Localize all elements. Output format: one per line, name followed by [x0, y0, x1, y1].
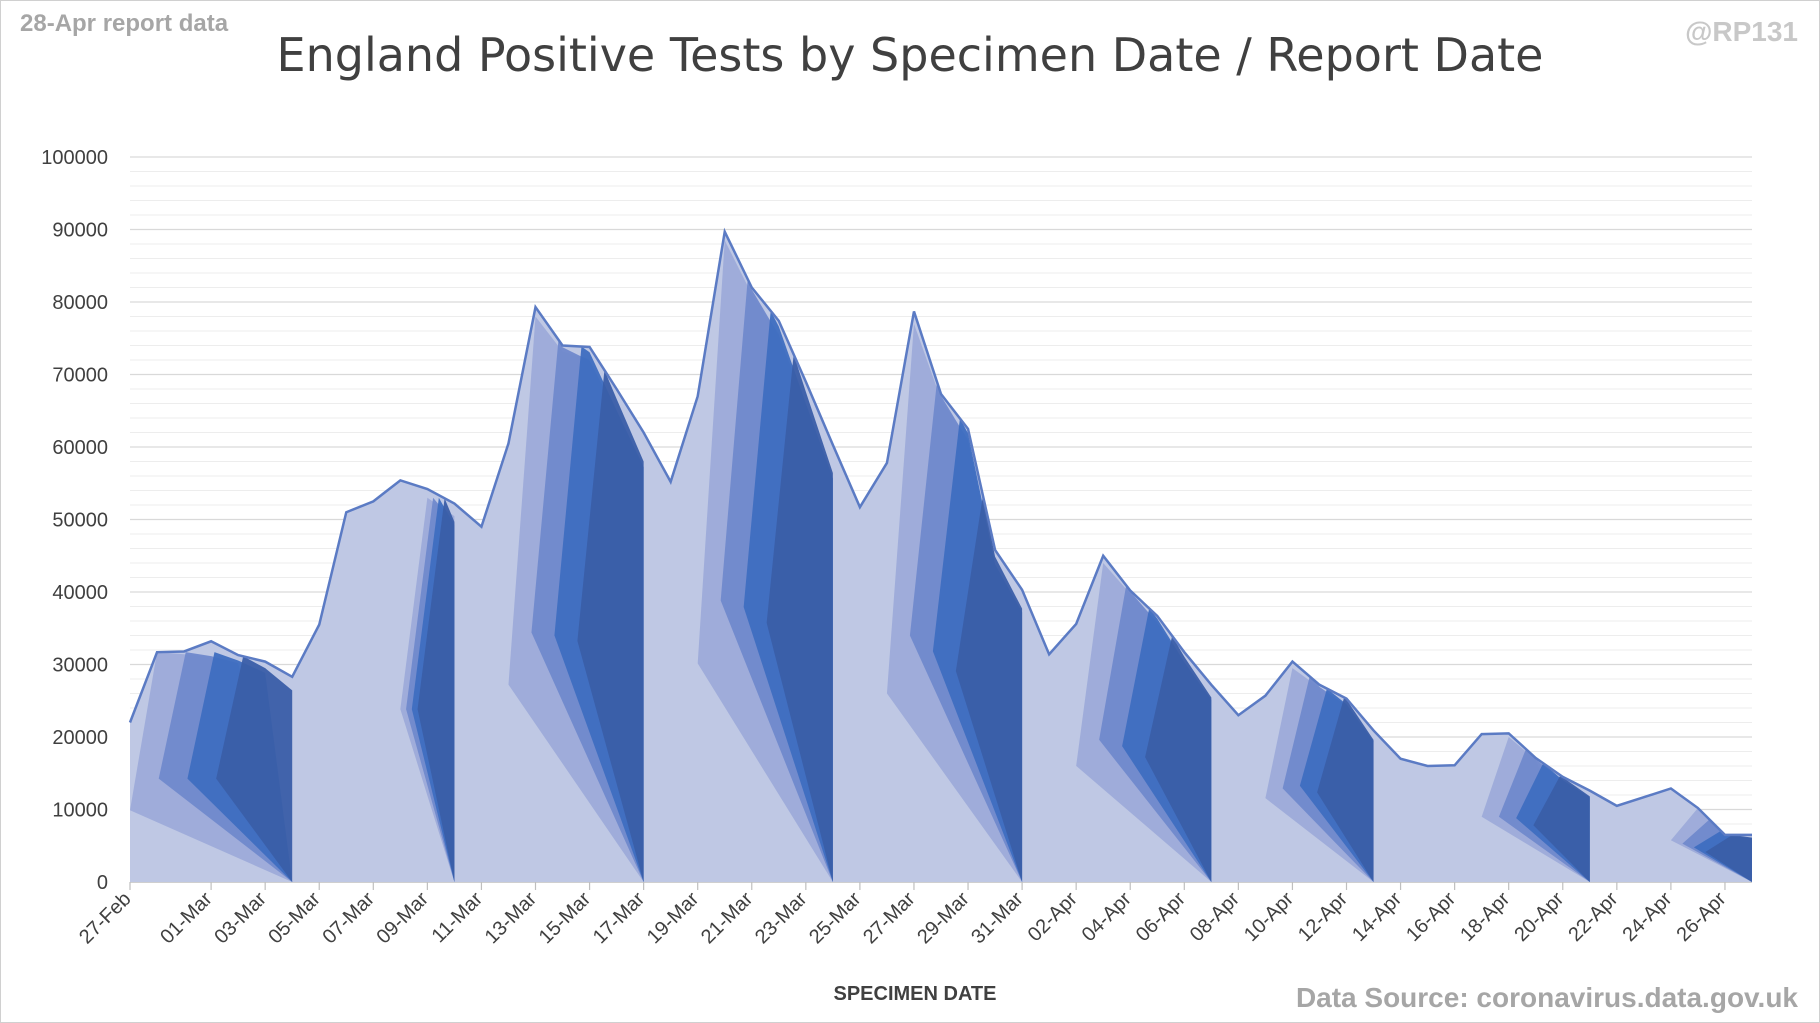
y-tick-label: 0 [97, 872, 108, 894]
report-band [577, 370, 644, 882]
x-tick-label: 12-Apr [1294, 888, 1352, 946]
y-tick-label: 60000 [52, 437, 108, 459]
x-tick-label: 13-Mar [481, 888, 542, 949]
x-tick-label: 05-Mar [264, 888, 325, 949]
x-tick-label: 09-Mar [373, 888, 434, 949]
author-handle: @RP131 [1685, 16, 1798, 47]
x-tick-label: 10-Apr [1240, 888, 1298, 946]
x-tick-label: 01-Mar [156, 888, 217, 949]
data-source: Data Source: coronavirus.data.gov.uk [1295, 982, 1798, 1013]
report-band [1705, 834, 1752, 882]
x-tick-label: 21-Mar [697, 888, 758, 949]
area-bands [130, 231, 1752, 883]
x-tick-label: 27-Mar [859, 888, 920, 949]
x-tick-label: 23-Mar [751, 888, 812, 949]
x-tick-label: 07-Mar [318, 888, 379, 949]
x-tick-label: 03-Mar [210, 888, 271, 949]
x-tick-label: 15-Mar [535, 888, 596, 949]
x-tick-label: 06-Apr [1132, 888, 1190, 946]
y-tick-label: 50000 [52, 510, 108, 532]
y-tick-label: 10000 [52, 800, 108, 822]
x-axis-label: SPECIMEN DATE [834, 983, 997, 1005]
report-band [417, 498, 455, 882]
x-tick-label: 04-Apr [1078, 888, 1136, 946]
x-tick-label: 24-Apr [1618, 888, 1676, 946]
x-tick-label: 14-Apr [1348, 888, 1406, 946]
report-note: 28-Apr report data [20, 10, 229, 37]
x-tick-label: 26-Apr [1672, 888, 1730, 946]
report-band [216, 656, 293, 882]
y-axis-tick-labels: 0 10000 20000 30000 40000 50000 60000 70000 8000… [41, 147, 108, 894]
total-line [128, 227, 1752, 837]
x-tick-label: 31-Mar [967, 888, 1028, 949]
x-tick-label: 08-Apr [1186, 888, 1244, 946]
x-tick-label: 17-Mar [589, 888, 650, 949]
report-band [766, 354, 833, 883]
report-band [955, 495, 1023, 882]
x-tick-label: 29-Mar [913, 888, 974, 949]
y-tick-label: 100000 [41, 147, 108, 169]
x-tick-label: 16-Apr [1402, 888, 1460, 946]
y-tick-label: 70000 [52, 365, 108, 387]
x-tick-label: 19-Mar [643, 888, 704, 949]
y-tick-label: 40000 [52, 582, 108, 604]
x-axis-tick-labels: 27-Feb 01-Mar03-Mar05-Mar07-Mar09-Mar11-M… [75, 882, 1731, 948]
x-tick-label: 18-Apr [1456, 888, 1514, 946]
x-tick-label: 11-Mar [428, 888, 488, 948]
x-tick-label: 20-Apr [1510, 888, 1568, 946]
x-tick-label: 27-Feb [75, 888, 135, 948]
total-outline [128, 227, 1752, 837]
x-tick-label: 25-Mar [805, 888, 866, 949]
y-tick-label: 80000 [52, 292, 108, 314]
report-band [1317, 697, 1374, 882]
x-tick-label: 02-Apr [1024, 888, 1082, 946]
y-tick-label: 30000 [52, 655, 108, 677]
report-band [1533, 775, 1590, 882]
y-tick-label: 90000 [52, 220, 108, 242]
report-band [1145, 635, 1212, 882]
y-tick-label: 20000 [52, 727, 108, 749]
chart-title: England Positive Tests by Specimen Date … [276, 28, 1544, 82]
x-tick-label: 22-Apr [1564, 888, 1622, 946]
